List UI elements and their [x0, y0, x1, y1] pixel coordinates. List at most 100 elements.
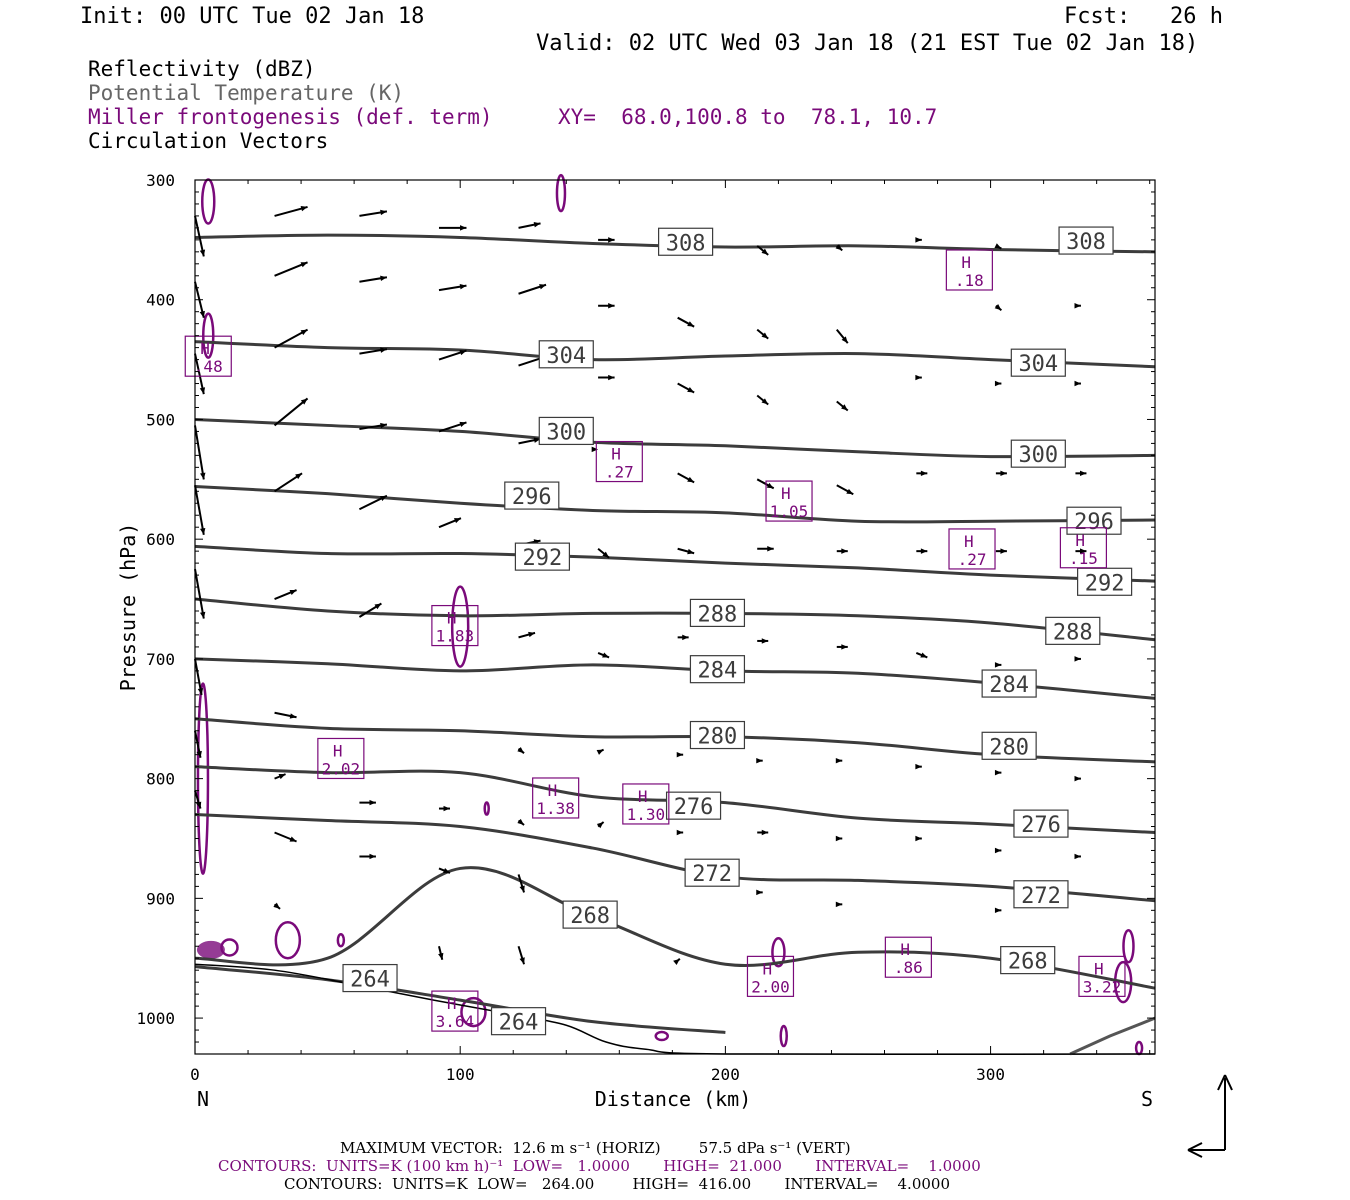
- vector-head: [369, 799, 376, 806]
- circulation-vector: [518, 631, 536, 639]
- theta-label-304: 304: [538, 340, 594, 369]
- circulation-vector: [835, 757, 843, 764]
- circulation-vector: [994, 662, 1002, 668]
- circulation-vector: [194, 568, 206, 619]
- theta-contour-264: [194, 965, 726, 1034]
- y-tick-label: 900: [146, 889, 175, 908]
- circulation-vector: [359, 799, 376, 806]
- theta-label-text: 272: [692, 862, 732, 887]
- vector-head: [443, 805, 450, 812]
- frontogenesis-contour: [483, 801, 490, 816]
- circulation-vector: [756, 394, 769, 406]
- theta-label-box: [504, 481, 560, 510]
- vector-head: [459, 283, 467, 290]
- theta-label-text: 300: [1018, 443, 1058, 468]
- circulation-vector: [438, 421, 467, 433]
- circulation-vector: [438, 805, 450, 812]
- vector-head: [687, 548, 695, 555]
- frontogenesis-max-letter: H: [781, 484, 791, 503]
- frontogenesis-max-value: 2.02: [322, 759, 361, 778]
- circulation-vector: [995, 548, 1007, 554]
- vector-head: [835, 835, 843, 842]
- vector-head: [289, 589, 297, 596]
- frontogenesis-max-value: .18: [955, 271, 984, 290]
- frontogenesis-max-letter: H: [1094, 959, 1104, 978]
- circulation-vector: [915, 651, 928, 659]
- circulation-vector: [836, 484, 854, 496]
- terrain-surface-line: [194, 963, 1156, 1056]
- theta-label-text: 296: [1074, 510, 1114, 535]
- frontogenesis-max-marker: H2.00: [746, 955, 795, 997]
- frontogenesis-max-box: [595, 440, 643, 483]
- theta-label-box: [689, 720, 746, 750]
- plot-frame: [194, 179, 1156, 1055]
- theta-label-box: [658, 227, 714, 256]
- circulation-vector: [1074, 380, 1081, 387]
- theta-label-288: 288: [689, 598, 746, 627]
- vector-head: [994, 304, 1002, 311]
- vector-head: [994, 907, 1002, 914]
- theta-label-box: [689, 655, 746, 684]
- vector-head: [196, 801, 202, 809]
- vector-head: [994, 769, 1002, 776]
- vector-head: [915, 237, 922, 243]
- frontogenesis-max-value: .48: [194, 357, 223, 376]
- vector-head: [994, 243, 1002, 249]
- vector-head: [687, 321, 695, 327]
- circulation-vector: [757, 829, 769, 836]
- vector-head: [915, 374, 922, 381]
- theta-label-box: [1013, 809, 1069, 838]
- theta-contour-296: [194, 485, 1156, 524]
- circulation-vector: [756, 757, 763, 764]
- vector-head: [1074, 380, 1081, 387]
- vector-head: [756, 889, 763, 896]
- frontogenesis-max-marker: H1.05: [765, 480, 813, 522]
- frontogenesis-max-marker: H.48: [184, 335, 232, 377]
- init-time-label: Init: 00 UTC Tue 02 Jan 18: [80, 4, 425, 29]
- frontogenesis-max-marker: H3.22: [1078, 955, 1126, 997]
- frontogenesis-max-letter: H: [1075, 531, 1085, 550]
- frontogenesis-max-letter: H: [548, 781, 558, 800]
- vector-head: [602, 652, 610, 658]
- frontogenesis-contour: [779, 1024, 788, 1048]
- frontogenesis-max-value: .27: [958, 550, 987, 569]
- vector-head: [374, 603, 382, 610]
- frontogenesis-max-marker: H3.64: [431, 990, 479, 1032]
- vector-head: [517, 747, 525, 754]
- circulation-vector: [596, 748, 605, 755]
- circulation-vector: [676, 829, 684, 836]
- frontogenesis-max-box: [746, 955, 795, 997]
- circulation-vector: [518, 222, 541, 229]
- frontogenesis-contour: [771, 936, 786, 968]
- theta-label-264: 264: [342, 963, 398, 993]
- vector-head: [300, 329, 308, 336]
- circulation-vector: [194, 790, 202, 809]
- frontogenesis-max-marker: H1.83: [431, 604, 479, 647]
- circulation-vector: [994, 769, 1002, 776]
- circulation-vector: [274, 472, 303, 493]
- vector-head: [199, 249, 206, 257]
- vector-shaft: [194, 215, 205, 257]
- footer-max-vector: MAXIMUM VECTOR: 12.6 m s⁻¹ (HORIZ) 57.5 …: [340, 1139, 851, 1157]
- vector-head: [1074, 853, 1081, 860]
- frontogenesis-max-value: .86: [894, 958, 923, 977]
- vector-head: [761, 398, 769, 405]
- vector-head: [920, 652, 928, 658]
- forecast-hour-label: Fcst: 26 h: [1064, 4, 1223, 29]
- vector-head: [687, 476, 695, 483]
- x-tick-label: 300: [976, 1065, 1005, 1084]
- theta-label-box: [538, 340, 594, 369]
- vector-shaft: [194, 425, 205, 480]
- theta-label-text: 284: [698, 659, 738, 684]
- vector-head: [673, 958, 680, 966]
- theta-label-text: 300: [546, 420, 586, 445]
- vector-head: [1000, 470, 1007, 477]
- vector-head: [1079, 470, 1087, 477]
- circulation-vector: [598, 302, 615, 309]
- theta-label-300: 300: [538, 416, 594, 445]
- frontogenesis-max-value: 3.64: [436, 1012, 475, 1031]
- theta-label-text: 292: [523, 546, 563, 571]
- circulation-vector: [438, 517, 462, 529]
- vector-head: [608, 374, 615, 381]
